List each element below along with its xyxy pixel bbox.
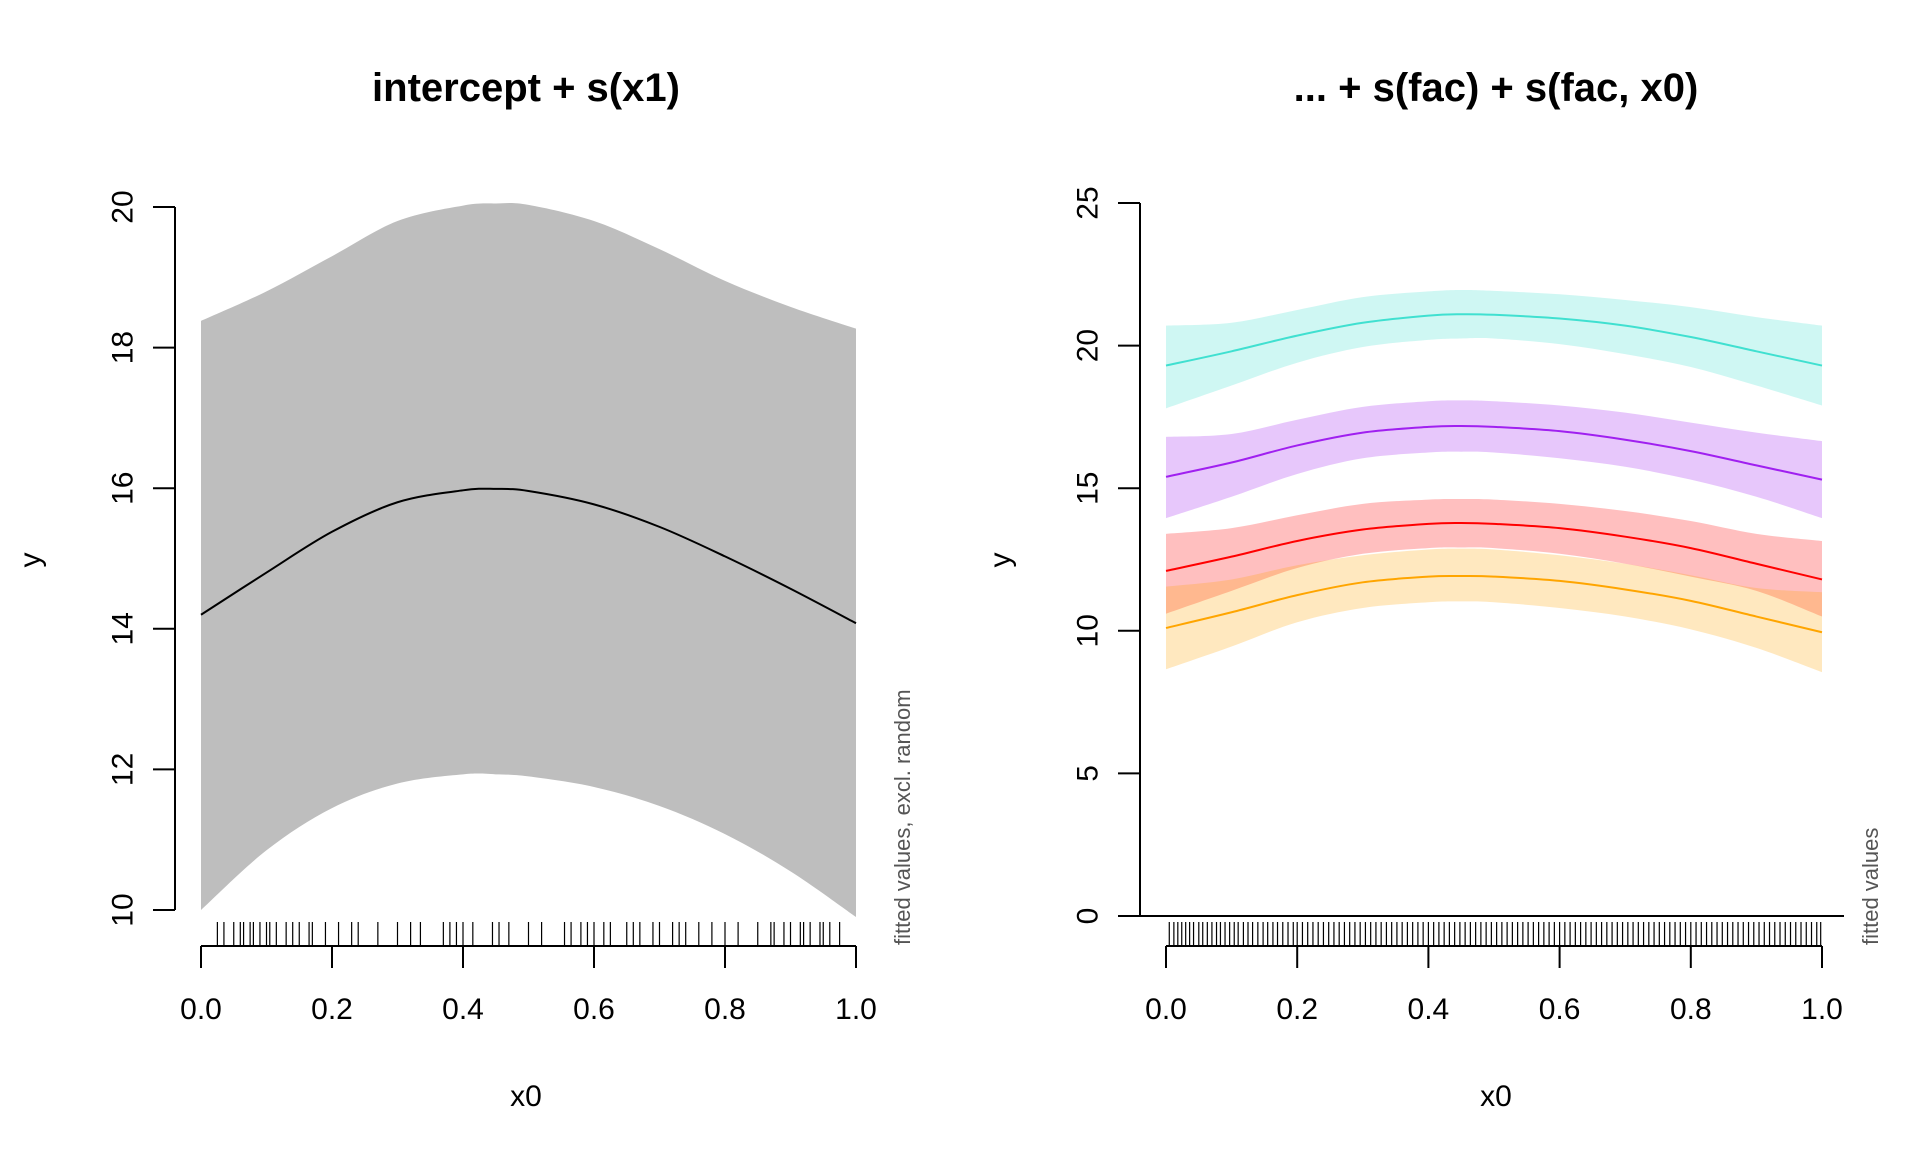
y-tick-label: 20 xyxy=(107,190,140,223)
side-note: fitted values xyxy=(1858,828,1883,945)
confidence-band-0 xyxy=(201,203,856,918)
side-note: fitted values, excl. random xyxy=(890,689,915,945)
y-tick-label: 12 xyxy=(107,753,140,786)
confidence-band-1 xyxy=(1166,400,1822,519)
y-tick-label: 14 xyxy=(107,612,140,645)
x-tick-label: 1.0 xyxy=(835,993,877,1026)
chart-title: ... + s(fac) + s(fac, x0) xyxy=(1294,66,1699,110)
confidence-band-3 xyxy=(1166,548,1822,673)
rug xyxy=(1168,922,1822,945)
y-tick-label: 16 xyxy=(107,472,140,505)
axes: 10 12 14 16 18 20 0.0 0.2 0.4 0.6 0.8 1.0 xyxy=(107,190,877,1026)
y-tick-label: 10 xyxy=(1072,614,1105,647)
y-axis-label: y xyxy=(984,553,1017,568)
y-tick-label: 20 xyxy=(1072,329,1105,362)
fit-lines xyxy=(1165,313,1823,634)
x-tick-label: 0.0 xyxy=(1145,993,1187,1026)
x-axis-label: x0 xyxy=(1480,1080,1512,1113)
y-tick-label: 0 xyxy=(1072,908,1105,925)
y-tick-label: 10 xyxy=(107,893,140,926)
confidence-bands xyxy=(201,203,856,918)
confidence-band-0 xyxy=(1166,289,1822,409)
y-tick-label: 15 xyxy=(1072,472,1105,505)
x-tick-label: 0.6 xyxy=(1539,993,1581,1026)
x-tick-label: 0.4 xyxy=(442,993,484,1026)
fit-lines xyxy=(200,487,857,625)
x-tick-label: 0.0 xyxy=(180,993,222,1026)
panel-left: intercept + s(x1) x0 y fitted values, ex… xyxy=(14,66,915,1113)
fit-line-0 xyxy=(1165,313,1823,367)
chart-title: intercept + s(x1) xyxy=(372,66,680,110)
panel-right: ... + s(fac) + s(fac, x0) x0 y fitted va… xyxy=(984,66,1883,1113)
y-tick-label: 25 xyxy=(1072,186,1105,219)
axes: 0 5 10 15 20 25 0.0 0.2 0.4 0.6 0.8 1.0 xyxy=(1072,186,1844,1026)
x-tick-label: 0.6 xyxy=(573,993,615,1026)
y-tick-label: 5 xyxy=(1072,765,1105,782)
x-tick-label: 0.8 xyxy=(1670,993,1712,1026)
x-tick-label: 1.0 xyxy=(1801,993,1843,1026)
fit-line-0 xyxy=(200,487,857,625)
fit-line-1 xyxy=(1165,425,1823,481)
confidence-band-2 xyxy=(1166,499,1822,617)
x-axis-label: x0 xyxy=(510,1080,542,1113)
y-tick-label: 18 xyxy=(107,331,140,364)
x-tick-label: 0.2 xyxy=(1276,993,1318,1026)
y-axis-label: y xyxy=(14,553,47,568)
confidence-bands xyxy=(1166,289,1822,673)
fit-line-2 xyxy=(1165,521,1823,581)
rug xyxy=(216,922,841,945)
x-tick-label: 0.2 xyxy=(311,993,353,1026)
x-tick-label: 0.8 xyxy=(704,993,746,1026)
fit-line-3 xyxy=(1165,574,1823,634)
x-tick-label: 0.4 xyxy=(1408,993,1450,1026)
